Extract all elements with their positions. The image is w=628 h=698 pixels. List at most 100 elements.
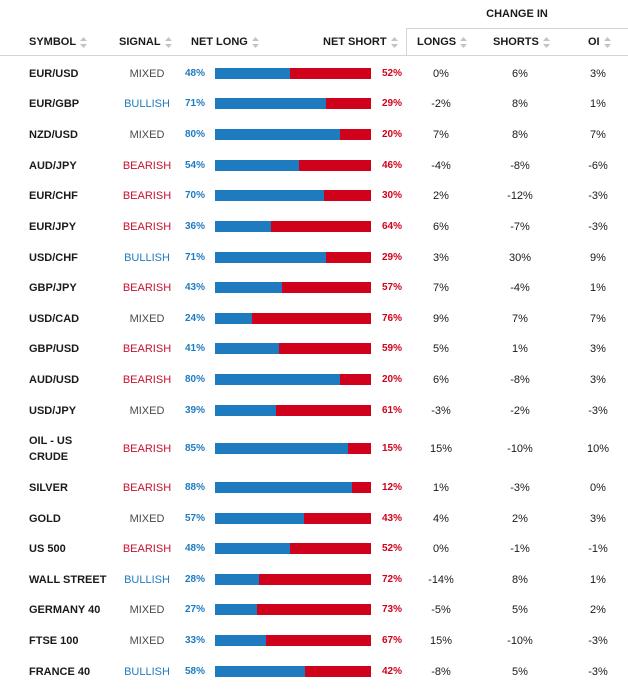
- table-row[interactable]: EUR/CHF BEARISH 70% 30% 2% -12% -3%: [0, 180, 628, 211]
- symbol-cell[interactable]: GERMANY 40: [29, 603, 101, 616]
- net-short-value: 73%: [381, 604, 402, 615]
- table-row[interactable]: AUD/JPY BEARISH 54% 46% -4% -8% -6%: [0, 150, 628, 181]
- symbol-cell[interactable]: FRANCE 40: [29, 665, 91, 678]
- symbol-cell[interactable]: EUR/JPY: [29, 220, 77, 233]
- oi-column-header[interactable]: OI: [588, 29, 611, 55]
- short-bar-segment: [348, 443, 371, 454]
- short-bar-segment: [299, 160, 371, 171]
- oi-change-cell: 3%: [590, 512, 606, 525]
- net-long-column-header[interactable]: NET LONG: [191, 29, 259, 55]
- symbol-cell[interactable]: OIL - US CRUDE: [29, 434, 73, 463]
- net-long-value: 41%: [184, 343, 205, 354]
- table-row[interactable]: NZD/USD MIXED 80% 20% 7% 8% 7%: [0, 119, 628, 150]
- net-short-value: 30%: [381, 190, 402, 201]
- oi-change-cell: -6%: [588, 159, 608, 172]
- shorts-change-cell: -8%: [510, 373, 530, 386]
- sort-icon[interactable]: [390, 36, 398, 48]
- table-row[interactable]: USD/CAD MIXED 24% 76% 9% 7% 7%: [0, 303, 628, 334]
- table-row[interactable]: OIL - US CRUDE BEARISH 85% 15% 15% -10% 10%: [0, 425, 628, 472]
- sort-icon[interactable]: [80, 36, 88, 48]
- signal-cell: BEARISH: [122, 542, 172, 555]
- shorts-change-cell: 5%: [512, 665, 528, 678]
- net-long-value: 36%: [184, 221, 205, 232]
- symbol-cell[interactable]: WALL STREET: [29, 573, 107, 586]
- table-row[interactable]: EUR/GBP BULLISH 71% 29% -2% 8% 1%: [0, 88, 628, 119]
- sentiment-bar: [215, 333, 371, 364]
- symbol-cell[interactable]: SILVER: [29, 481, 68, 494]
- shorts-change-cell: -7%: [510, 220, 530, 233]
- symbol-cell[interactable]: GBP/USD: [29, 342, 80, 355]
- sort-icon[interactable]: [460, 36, 468, 48]
- sentiment-bar: [215, 180, 371, 211]
- table-row[interactable]: GBP/JPY BEARISH 43% 57% 7% -4% 1%: [0, 272, 628, 303]
- net-short-value: 64%: [381, 221, 402, 232]
- shorts-change-cell: 8%: [512, 128, 528, 141]
- table-row[interactable]: USD/CHF BULLISH 71% 29% 3% 30% 9%: [0, 242, 628, 273]
- signal-cell: BEARISH: [122, 342, 172, 355]
- sentiment-bar: [215, 503, 371, 534]
- net-long-value: 54%: [184, 160, 205, 171]
- net-long-value: 24%: [184, 313, 205, 324]
- symbol-cell[interactable]: AUD/USD: [29, 373, 80, 386]
- net-short-column-header[interactable]: NET SHORT: [323, 29, 398, 55]
- longs-change-cell: -14%: [428, 573, 454, 586]
- table-row[interactable]: GOLD MIXED 57% 43% 4% 2% 3%: [0, 503, 628, 534]
- long-bar-segment: [215, 443, 348, 454]
- sort-icon[interactable]: [251, 36, 259, 48]
- sort-icon[interactable]: [164, 36, 172, 48]
- oi-change-cell: 10%: [586, 442, 610, 455]
- symbol-cell[interactable]: US 500: [29, 542, 66, 555]
- signal-column-header[interactable]: SIGNAL: [119, 29, 172, 55]
- long-bar-segment: [215, 98, 326, 109]
- signal-cell: BULLISH: [124, 665, 170, 678]
- table-row[interactable]: FTSE 100 MIXED 33% 67% 15% -10% -3%: [0, 625, 628, 656]
- shorts-change-cell: -10%: [507, 634, 533, 647]
- shorts-change-cell: -1%: [510, 542, 530, 555]
- table-row[interactable]: EUR/USD MIXED 48% 52% 0% 6% 3%: [0, 58, 628, 89]
- table-row[interactable]: GBP/USD BEARISH 41% 59% 5% 1% 3%: [0, 333, 628, 364]
- longs-change-cell: -4%: [431, 159, 451, 172]
- table-row[interactable]: WALL STREET BULLISH 28% 72% -14% 8% 1%: [0, 564, 628, 595]
- sort-icon[interactable]: [542, 36, 550, 48]
- sentiment-bar: [215, 150, 371, 181]
- symbol-cell[interactable]: USD/CAD: [29, 312, 80, 325]
- table-row[interactable]: US 500 BEARISH 48% 52% 0% -1% -1%: [0, 533, 628, 564]
- long-bar-segment: [215, 513, 304, 524]
- symbol-cell[interactable]: GBP/JPY: [29, 281, 77, 294]
- sentiment-bar: [215, 425, 371, 472]
- sort-icon[interactable]: [603, 36, 611, 48]
- oi-header-label: OI: [588, 36, 600, 48]
- signal-cell: BEARISH: [122, 220, 172, 233]
- symbol-cell[interactable]: AUD/JPY: [29, 159, 77, 172]
- symbol-cell[interactable]: FTSE 100: [29, 634, 79, 647]
- symbol-cell[interactable]: GOLD: [29, 512, 61, 525]
- net-long-value: 80%: [184, 374, 205, 385]
- symbol-cell[interactable]: EUR/USD: [29, 67, 79, 80]
- sentiment-bar: [215, 656, 371, 687]
- table-row[interactable]: GERMANY 40 MIXED 27% 73% -5% 5% 2%: [0, 594, 628, 625]
- table-row[interactable]: SILVER BEARISH 88% 12% 1% -3% 0%: [0, 472, 628, 503]
- symbol-cell[interactable]: EUR/CHF: [29, 189, 78, 202]
- net-short-value: 61%: [381, 405, 402, 416]
- symbol-column-header[interactable]: SYMBOL: [29, 29, 88, 55]
- table-row[interactable]: AUD/USD BEARISH 80% 20% 6% -8% 3%: [0, 364, 628, 395]
- symbol-cell[interactable]: USD/CHF: [29, 251, 78, 264]
- net-short-value: 59%: [381, 343, 402, 354]
- symbol-cell[interactable]: NZD/USD: [29, 128, 78, 141]
- shorts-column-header[interactable]: SHORTS: [493, 29, 550, 55]
- short-bar-segment: [305, 666, 371, 677]
- symbol-cell[interactable]: USD/JPY: [29, 404, 77, 417]
- net-long-value: 43%: [184, 282, 205, 293]
- longs-change-cell: 2%: [433, 189, 449, 202]
- oi-change-cell: 9%: [590, 251, 606, 264]
- table-row[interactable]: FRANCE 40 BULLISH 58% 42% -8% 5% -3%: [0, 656, 628, 687]
- table-row[interactable]: USD/JPY MIXED 39% 61% -3% -2% -3%: [0, 395, 628, 426]
- oi-change-cell: 0%: [590, 481, 606, 494]
- symbol-cell[interactable]: EUR/GBP: [29, 97, 80, 110]
- oi-change-cell: 3%: [590, 373, 606, 386]
- net-long-value: 71%: [184, 252, 205, 263]
- longs-change-cell: -5%: [431, 603, 451, 616]
- net-short-value: 46%: [381, 160, 402, 171]
- table-row[interactable]: EUR/JPY BEARISH 36% 64% 6% -7% -3%: [0, 211, 628, 242]
- longs-column-header[interactable]: LONGS: [417, 29, 468, 55]
